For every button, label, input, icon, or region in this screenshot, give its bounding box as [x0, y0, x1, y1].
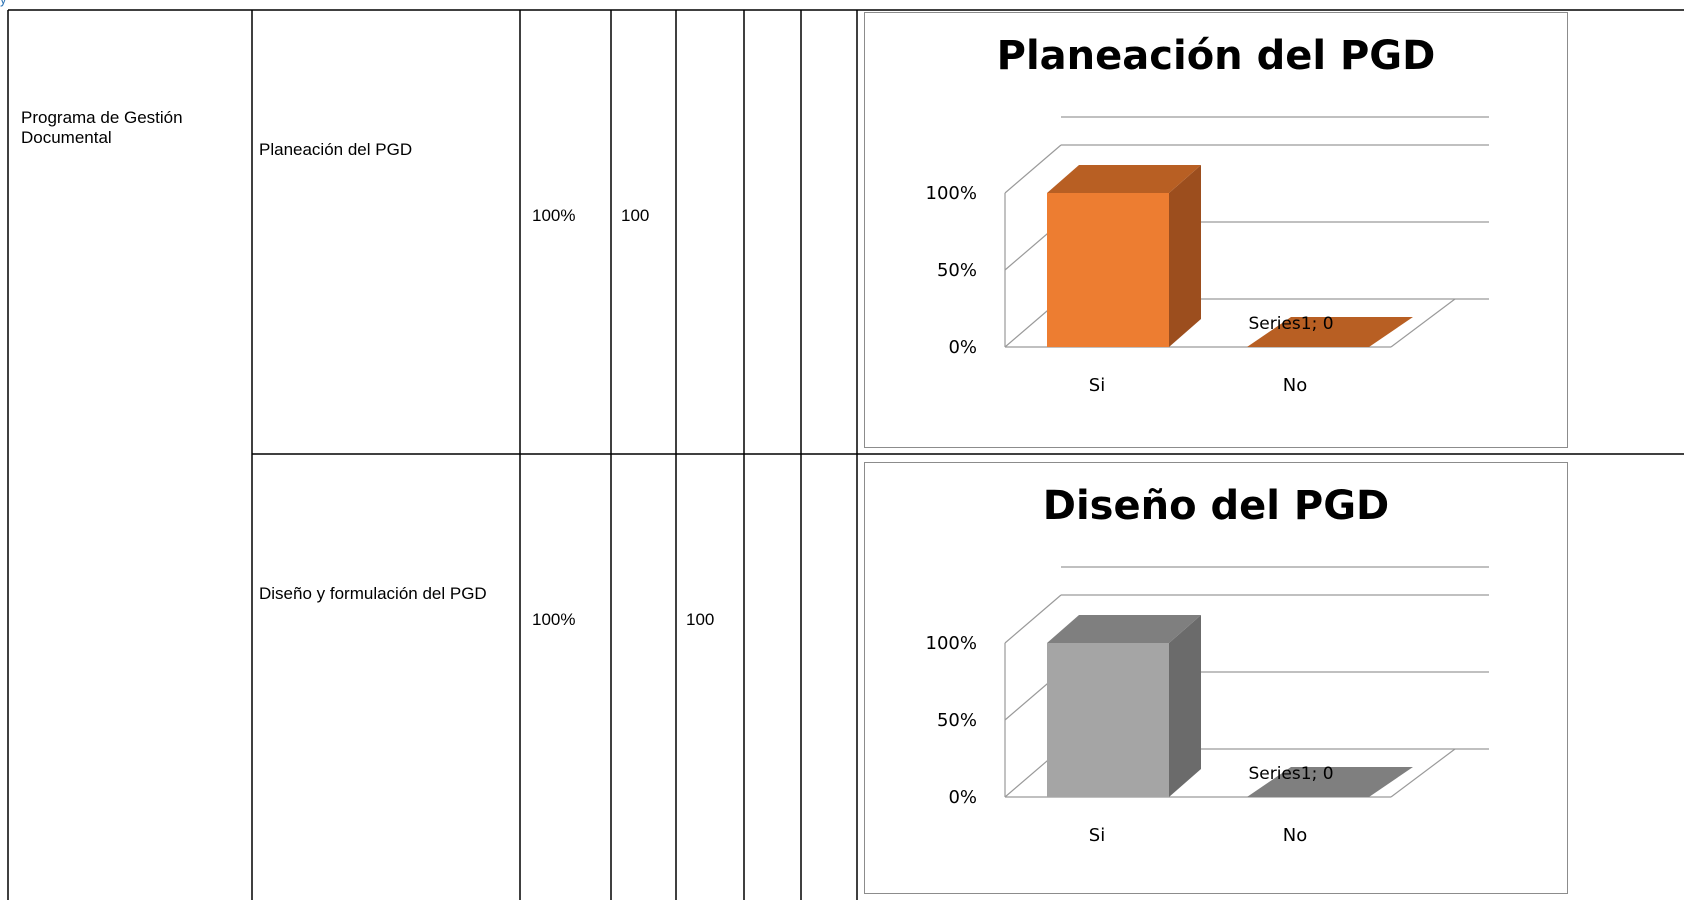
activity-cell: Planeación del PGD [259, 140, 413, 159]
percent-cell: 100% [532, 206, 576, 225]
bar [1247, 767, 1413, 797]
y-tick-label: 50% [937, 260, 977, 281]
bar [1047, 643, 1169, 797]
floor-right [1390, 298, 1456, 348]
data-label: Series1; 0 [1248, 764, 1333, 784]
bar-side [1169, 615, 1201, 797]
bar [1247, 317, 1413, 347]
value-cell: 100 [621, 206, 650, 225]
y-tick-label: 100% [926, 183, 977, 204]
data-label: Series1; 0 [1248, 314, 1333, 334]
y-tick-label: 0% [948, 787, 977, 808]
x-tick-label: No [1283, 375, 1307, 396]
y-tick-label: 100% [926, 633, 977, 654]
chart-title: Planeación del PGD [996, 33, 1436, 79]
bar-top [1047, 615, 1201, 643]
bar-side [1169, 165, 1201, 347]
y-tick-label: 50% [937, 710, 977, 731]
percent-cell: 100% [532, 610, 576, 629]
gridline-side [1004, 144, 1062, 194]
bar-top [1047, 165, 1201, 193]
x-tick-label: Si [1089, 375, 1105, 396]
chart-diseno: Diseño del PGD 0% 50% 100% Series1; 0 Si No [864, 462, 1568, 894]
program-cell: Programa de Gestión Documental [21, 108, 183, 147]
chart-title: Diseño del PGD [1042, 483, 1390, 529]
page-mark: ý [0, 0, 40, 7]
floor-right [1390, 748, 1456, 798]
bar [1047, 193, 1169, 347]
chart-plot: 0% 50% 100% Series1; 0 Si No [926, 116, 1489, 396]
value-cell: 100 [686, 610, 715, 629]
x-tick-label: No [1283, 825, 1307, 846]
chart-plot: 0% 50% 100% Series1; 0 Si No [926, 566, 1489, 846]
activity-cell: Diseño y formulación del PGD [259, 584, 487, 603]
y-tick-label: 0% [948, 337, 977, 358]
x-tick-label: Si [1089, 825, 1105, 846]
chart-planeacion: Planeación del PGD 0% 50% 100% Series1; 0 Si… [864, 12, 1568, 448]
gridline-side [1004, 594, 1062, 644]
